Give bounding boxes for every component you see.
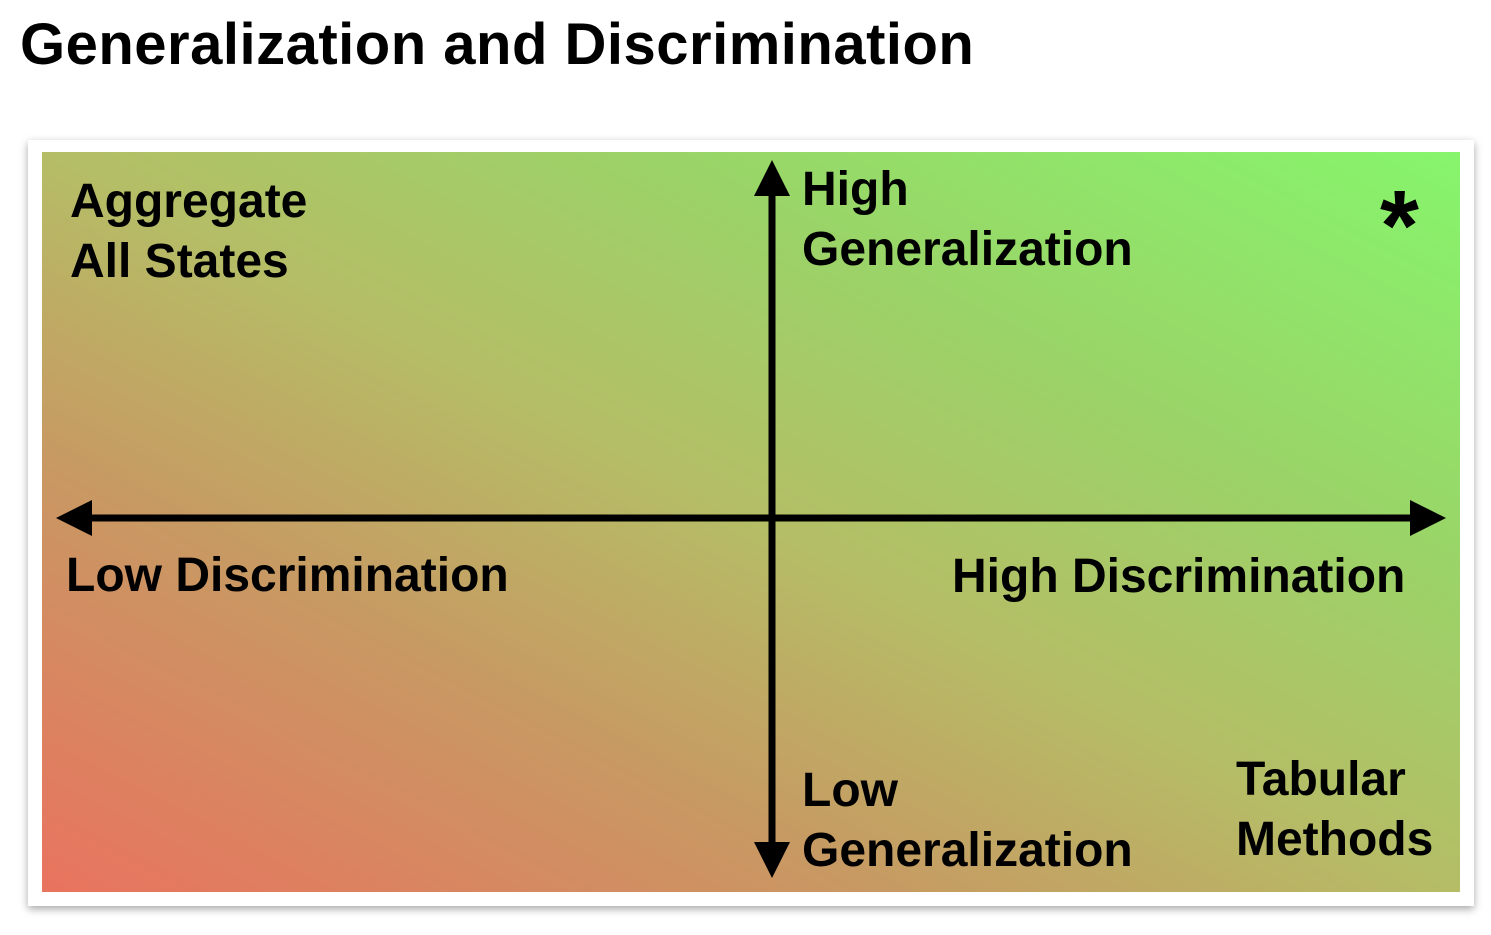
label-line: Aggregate	[70, 175, 308, 228]
label-low-generalization: Low Generalization	[802, 761, 1133, 881]
diagram-gradient-panel	[42, 152, 1460, 892]
asterisk-icon: *	[1380, 170, 1419, 282]
label-line: All States	[70, 235, 289, 288]
label-line: Generalization	[802, 223, 1133, 276]
label-line: High	[802, 163, 909, 216]
label-line: Tabular	[1236, 753, 1406, 806]
label-high-discrimination: High Discrimination	[952, 550, 1406, 603]
label-line: Methods	[1236, 813, 1434, 866]
slide-title: Generalization and Discrimination	[20, 12, 975, 77]
label-tabular-methods: Tabular Methods	[1236, 750, 1433, 870]
label-line: Low	[802, 764, 898, 817]
label-low-discrimination: Low Discrimination	[66, 549, 509, 602]
label-high-generalization: High Generalization	[802, 160, 1133, 280]
label-line: Generalization	[802, 824, 1133, 877]
label-aggregate-all-states: Aggregate All States	[70, 172, 307, 292]
